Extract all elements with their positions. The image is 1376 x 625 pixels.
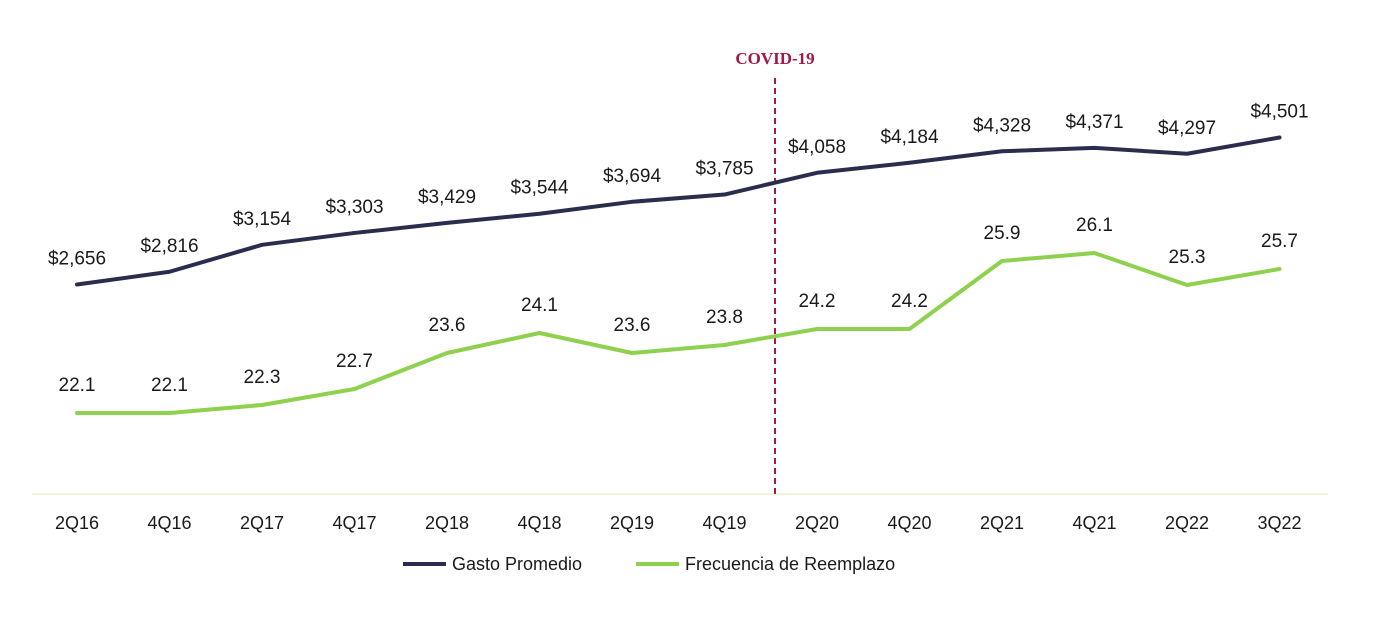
x-tick-label: 4Q19 xyxy=(702,513,746,533)
x-tick-label: 2Q17 xyxy=(240,513,284,533)
data-label: $3,694 xyxy=(603,166,662,187)
covid-annotation: COVID-19 xyxy=(735,49,814,68)
x-tick-label: 4Q16 xyxy=(147,513,191,533)
x-tick-label: 2Q22 xyxy=(1165,513,1209,533)
x-tick-label: 2Q21 xyxy=(980,513,1024,533)
data-label: 24.2 xyxy=(799,291,836,312)
legend-label-gasto-promedio: Gasto Promedio xyxy=(452,554,582,574)
x-tick-label: 4Q20 xyxy=(887,513,931,533)
data-label: 23.8 xyxy=(706,307,743,328)
x-tick-label: 2Q18 xyxy=(425,513,469,533)
data-label: $2,656 xyxy=(48,249,106,270)
data-label: 22.7 xyxy=(336,351,373,372)
data-label: $3,785 xyxy=(695,159,753,180)
data-label: 26.1 xyxy=(1076,215,1113,236)
data-label: 23.6 xyxy=(429,315,466,336)
data-label: $4,328 xyxy=(973,115,1031,136)
legend: Gasto Promedio Frecuencia de Reemplazo xyxy=(403,554,895,574)
series-line-gasto-promedio xyxy=(75,135,1282,287)
x-tick-label: 2Q16 xyxy=(55,513,99,533)
data-label: $3,154 xyxy=(233,209,292,230)
data-label: $4,371 xyxy=(1065,112,1123,133)
data-label: $3,429 xyxy=(418,187,476,208)
x-tick-label: 2Q19 xyxy=(610,513,654,533)
x-tick-label: 2Q20 xyxy=(795,513,839,533)
data-label: 23.6 xyxy=(614,315,651,336)
data-label: $2,816 xyxy=(140,236,198,257)
data-label: 25.7 xyxy=(1261,231,1298,252)
x-tick-label: 4Q18 xyxy=(517,513,561,533)
x-tick-label: 4Q21 xyxy=(1072,513,1116,533)
data-label: $4,184 xyxy=(880,127,939,148)
data-label: 24.2 xyxy=(891,291,928,312)
data-labels: $2,656 $2,816 $3,154 $3,303 $3,429 $3,544 $3,6… xyxy=(48,102,1309,397)
data-label: 24.1 xyxy=(521,295,558,316)
data-label: $4,501 xyxy=(1250,102,1308,123)
data-label: 22.1 xyxy=(59,375,96,396)
series-lines xyxy=(75,135,1282,415)
data-label: $4,297 xyxy=(1158,118,1216,139)
x-tick-label: 3Q22 xyxy=(1257,513,1301,533)
series-line-frecuencia-de-reemplazo xyxy=(75,251,1282,415)
x-tick-label: 4Q17 xyxy=(332,513,376,533)
data-label: $4,058 xyxy=(788,137,846,158)
legend-label-frecuencia-de-reemplazo: Frecuencia de Reemplazo xyxy=(685,554,895,574)
data-label: $3,544 xyxy=(510,178,569,199)
legend-item-gasto-promedio: Gasto Promedio xyxy=(403,554,582,574)
legend-item-frecuencia-de-reemplazo: Frecuencia de Reemplazo xyxy=(636,554,895,574)
x-tick-labels: 2Q16 4Q16 2Q17 4Q17 2Q18 4Q18 2Q19 4Q19 2Q20 4Q20… xyxy=(55,513,1302,533)
data-label: $3,303 xyxy=(325,197,383,218)
data-label: 22.1 xyxy=(151,375,188,396)
data-label: 25.9 xyxy=(984,223,1021,244)
data-label: 22.3 xyxy=(244,367,281,388)
data-label: 25.3 xyxy=(1169,247,1206,268)
